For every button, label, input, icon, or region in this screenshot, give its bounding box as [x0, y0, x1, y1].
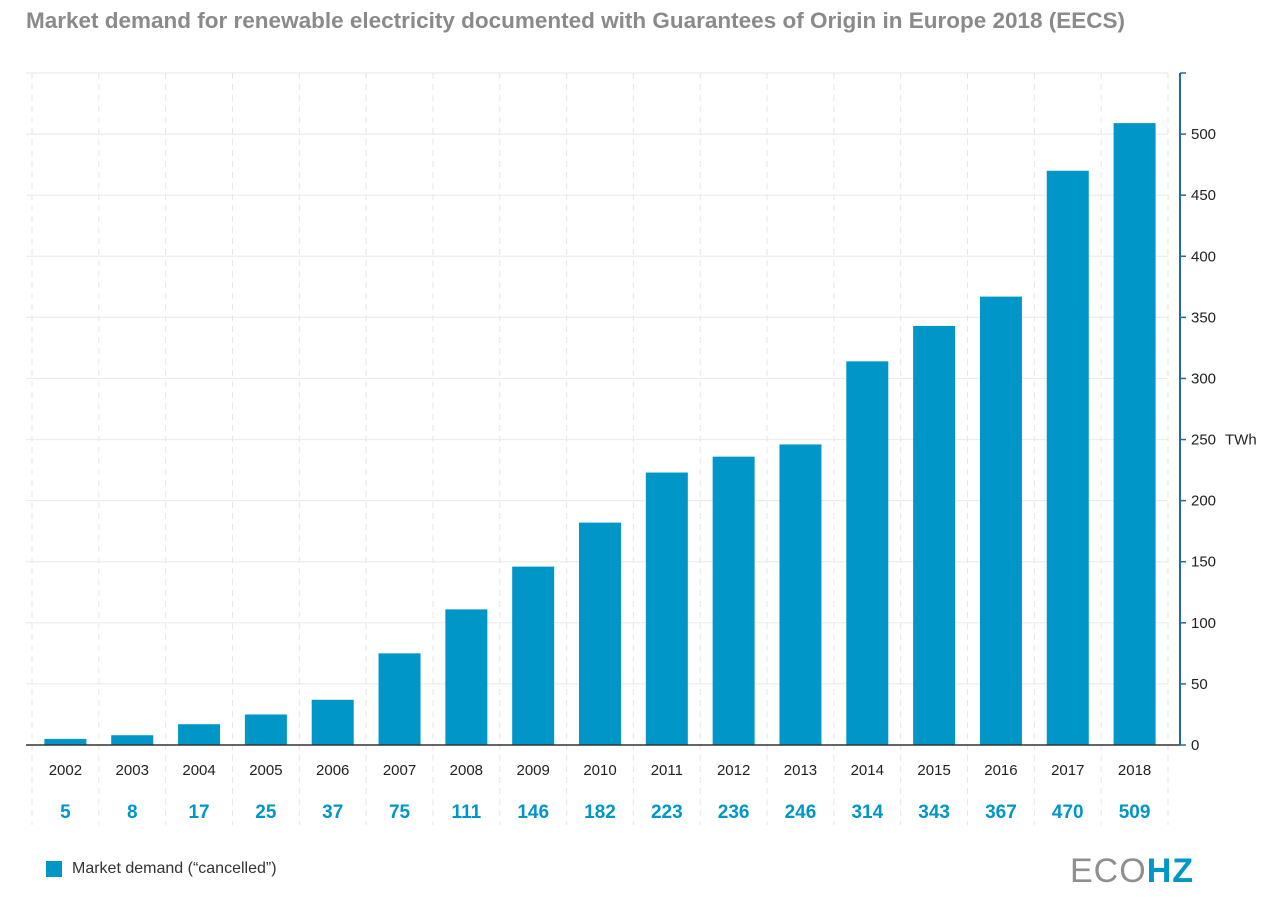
y-tick-label: 300 [1191, 370, 1216, 387]
data-label: 5 [60, 802, 71, 823]
bar [1113, 123, 1156, 745]
x-tick-label: 2018 [1118, 762, 1151, 779]
x-tick-label: 2016 [984, 762, 1017, 779]
bar [579, 522, 621, 745]
data-label: 314 [851, 802, 883, 823]
y-tick-label: 250 [1191, 432, 1216, 449]
data-label: 8 [127, 802, 138, 823]
bar [311, 699, 354, 745]
x-tick-label: 2008 [450, 762, 483, 779]
bar [913, 325, 956, 745]
chart-title: Market demand for renewable electricity … [26, 8, 1126, 33]
data-label: 236 [718, 802, 750, 823]
bar [712, 456, 755, 745]
y-tick-label: 450 [1191, 187, 1216, 204]
x-tick-label: 2015 [917, 762, 950, 779]
data-label: 223 [651, 802, 683, 823]
data-label: 146 [517, 802, 549, 823]
bar [1046, 170, 1089, 745]
legend-label: Market demand (“cancelled”) [72, 860, 277, 877]
bar [244, 714, 287, 745]
data-label: 470 [1052, 802, 1084, 823]
bar [178, 724, 221, 745]
bar [44, 738, 87, 745]
x-tick-label: 2005 [249, 762, 282, 779]
y-unit-label: TWh [1225, 432, 1257, 449]
bar [445, 609, 488, 745]
x-tick-label: 2014 [851, 762, 884, 779]
data-label: 246 [785, 802, 817, 823]
bar [846, 361, 889, 745]
x-tick-label: 2013 [784, 762, 817, 779]
y-tick-label: 100 [1191, 615, 1216, 632]
data-label: 182 [584, 802, 616, 823]
data-label: 75 [389, 802, 411, 823]
x-tick-label: 2004 [182, 762, 215, 779]
x-tick-label: 2006 [316, 762, 349, 779]
bar [111, 735, 154, 745]
data-label: 367 [985, 802, 1017, 823]
y-tick-label: 400 [1191, 248, 1216, 265]
legend: Market demand (“cancelled”) [46, 860, 277, 878]
logo-eco: ECO [1070, 852, 1147, 890]
y-tick-label: 200 [1191, 493, 1216, 510]
y-tick-label: 0 [1191, 737, 1199, 754]
x-tick-label: 2010 [583, 762, 616, 779]
x-tick-label: 2007 [383, 762, 416, 779]
x-tick-label: 2003 [116, 762, 149, 779]
data-label: 25 [255, 802, 277, 823]
data-label: 37 [322, 802, 343, 823]
bar [378, 653, 421, 745]
data-label: 111 [452, 802, 482, 823]
logo-hz: HZ [1146, 852, 1195, 890]
data-label: 509 [1119, 802, 1151, 823]
y-tick-label: 350 [1191, 309, 1216, 326]
data-label: 17 [188, 802, 209, 823]
x-tick-label: 2011 [651, 762, 683, 779]
y-tick-label: 50 [1191, 676, 1208, 693]
x-tick-label: 2012 [717, 762, 750, 779]
y-tick-label: 500 [1191, 126, 1216, 143]
x-tick-label: 2009 [516, 762, 549, 779]
bar [645, 472, 688, 745]
y-tick-label: 150 [1191, 554, 1216, 571]
bar [512, 566, 555, 745]
data-label: 343 [918, 802, 950, 823]
bar [979, 296, 1022, 745]
x-tick-label: 2002 [49, 762, 82, 779]
x-tick-label: 2017 [1051, 762, 1084, 779]
ecohz-logo: ECOHZ [1070, 852, 1194, 891]
legend-swatch [46, 861, 62, 877]
bar [779, 444, 822, 745]
